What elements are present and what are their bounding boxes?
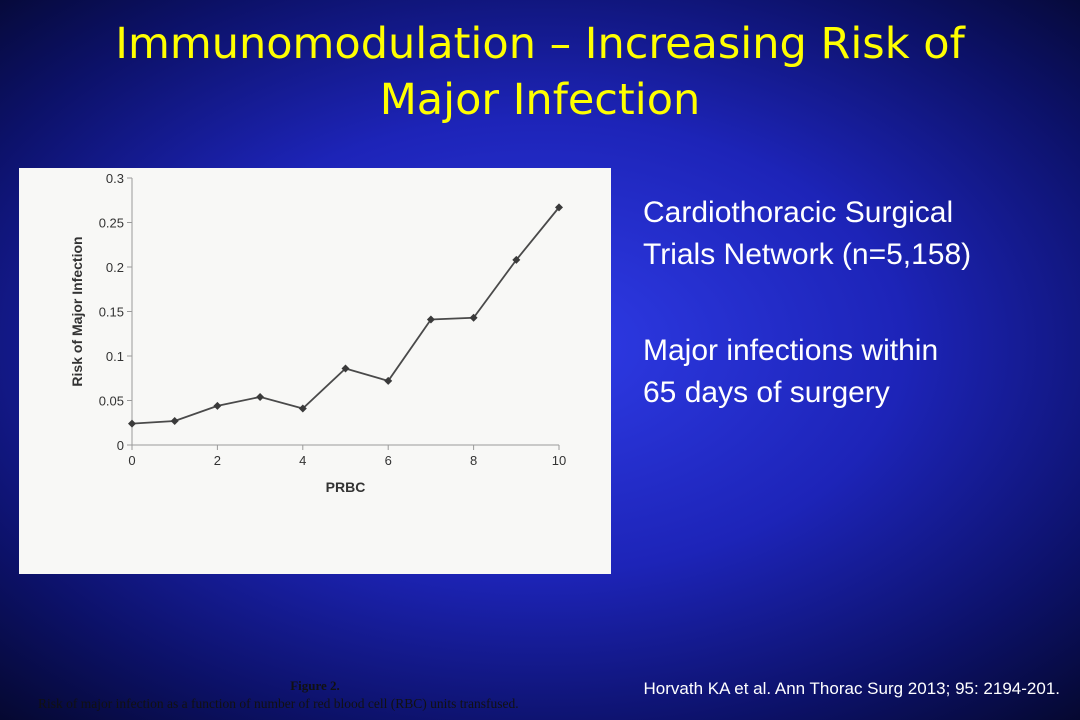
- citation: Horvath KA et al. Ann Thorac Surg 2013; …: [643, 679, 1060, 698]
- y-axis-title: Risk of Major Infection: [69, 236, 85, 386]
- data-point: [555, 203, 563, 212]
- data-point: [384, 376, 393, 385]
- x-tick-label: 10: [552, 453, 566, 468]
- figure-caption: Risk of major infection as a function of…: [38, 696, 519, 711]
- data-point: [256, 392, 265, 401]
- risk-line-chart: 0 0.05 0.1 0.15 0.2 0.25 0.3 0 2 4 6 8 10 PRBC Risk of…: [69, 171, 566, 495]
- series-line: [131, 206, 560, 425]
- x-tick-label: 2: [214, 453, 221, 468]
- outcome-line-1: Major infections within: [643, 334, 939, 367]
- study-line-2: Trials Network (n=5,158): [643, 238, 972, 271]
- outcome-description: Major infections within 65 days of surge…: [643, 330, 1063, 414]
- data-point: [426, 315, 435, 324]
- x-axis-title: PRBC: [326, 479, 366, 495]
- y-tick-label: 0.1: [106, 349, 124, 364]
- y-tick-label: 0.25: [99, 216, 124, 231]
- figure-panel: 0 0.05 0.1 0.15 0.2 0.25 0.3 0 2 4 6 8 10 PRBC Risk of…: [19, 168, 611, 711]
- y-tick-label: 0.15: [99, 305, 124, 320]
- study-line-1: Cardiothoracic Surgical: [643, 196, 954, 229]
- x-tick-label: 8: [470, 453, 477, 468]
- study-description: Cardiothoracic Surgical Trials Network (…: [643, 192, 1063, 276]
- slide-title-line-1: Immunomodulation – Increasing Risk of: [115, 19, 965, 69]
- y-tick-label: 0.3: [106, 171, 124, 186]
- data-point: [341, 364, 350, 373]
- x-tick-label: 6: [385, 453, 392, 468]
- x-tick-label: 0: [128, 453, 135, 468]
- data-point: [170, 416, 179, 425]
- x-tick-label: 4: [299, 453, 306, 468]
- slide-title-line-2: Major Infection: [379, 75, 701, 125]
- data-point: [512, 255, 521, 264]
- y-tick-label: 0.2: [106, 260, 124, 275]
- figure-label: Figure 2.: [290, 678, 340, 693]
- slide-title: Immunomodulation – Increasing Risk of Ma…: [0, 16, 1080, 128]
- data-point: [128, 419, 136, 428]
- data-point: [213, 401, 222, 410]
- data-point: [298, 404, 307, 413]
- y-tick-label: 0: [117, 438, 124, 453]
- data-point: [469, 313, 478, 322]
- outcome-line-2: 65 days of surgery: [643, 376, 890, 409]
- y-tick-label: 0.05: [99, 394, 124, 409]
